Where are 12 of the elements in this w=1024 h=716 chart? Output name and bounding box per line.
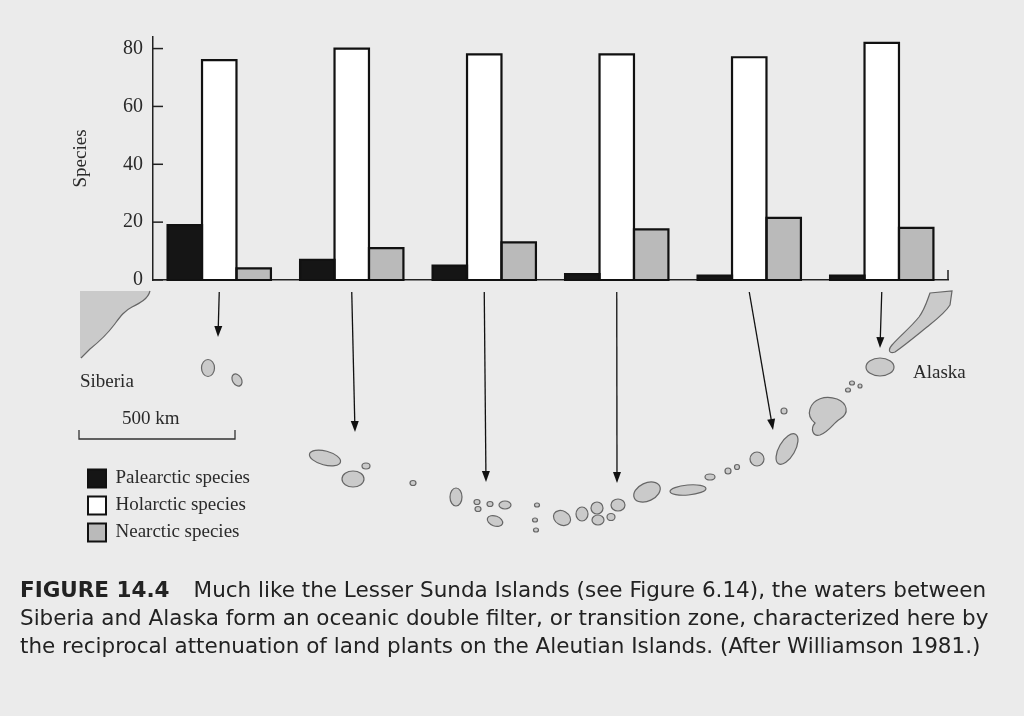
text: Siberia (80, 370, 134, 391)
y-tick-label: 60 (123, 93, 143, 116)
y-tick-label: 0 (133, 267, 143, 290)
caption: FIGURE 14.4 (20, 577, 170, 602)
y-axis-title: Species (69, 129, 91, 188)
legend-label: Holarctic species (115, 493, 246, 515)
y-tick-label: 80 (123, 35, 143, 58)
y-tick-label: 40 (123, 151, 143, 174)
text: 500 km (122, 407, 180, 428)
y-tick-label: 20 (123, 209, 143, 232)
legend-label: Palearctic species (115, 466, 251, 488)
legend-label: Nearctic species (115, 520, 240, 542)
